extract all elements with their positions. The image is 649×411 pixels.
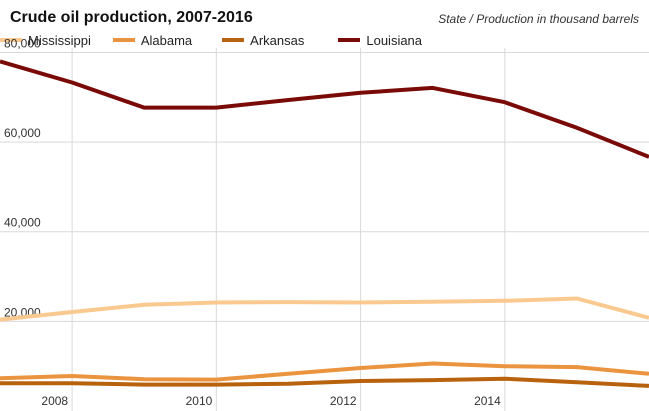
legend-swatch-louisiana bbox=[338, 38, 361, 42]
legend-swatch-alabama bbox=[112, 38, 135, 42]
y-tick-label: 40,000 bbox=[4, 216, 41, 230]
legend-label-arkansas: Arkansas bbox=[250, 32, 305, 48]
legend-label-alabama: Alabama bbox=[140, 32, 193, 48]
chart-title: Crude oil production, 2007-2016 bbox=[10, 9, 253, 26]
legend-item-louisiana[interactable]: Louisiana bbox=[338, 33, 422, 48]
series-line-arkansas bbox=[0, 376, 649, 388]
y-tick-label: 60,000 bbox=[4, 126, 41, 140]
legend-label-louisiana: Louisiana bbox=[366, 32, 423, 48]
x-tick-label: 2014 bbox=[474, 394, 501, 408]
x-tick-label: 2008 bbox=[41, 394, 68, 408]
legend-item-arkansas[interactable]: Arkansas bbox=[222, 33, 304, 48]
series-line-louisiana bbox=[0, 59, 649, 159]
series-line-mississippi bbox=[0, 296, 649, 322]
legend-swatch-mississippi bbox=[0, 38, 22, 42]
legend-label-mississippi: Mississippi bbox=[28, 32, 91, 48]
legend-item-alabama[interactable]: Alabama bbox=[112, 32, 193, 48]
legend-swatch-arkansas bbox=[222, 38, 245, 42]
chart-subtitle: State / Production in thousand barrels bbox=[438, 12, 639, 26]
x-tick-label: 2010 bbox=[186, 394, 213, 408]
legend: Mississippi Alabama Arkansas Louisiana bbox=[0, 32, 434, 48]
legend-item-mississippi[interactable]: Mississippi bbox=[0, 33, 91, 48]
series-line-alabama bbox=[0, 361, 649, 382]
y-tick-label: 80,000 bbox=[4, 36, 41, 50]
x-tick-label: 2012 bbox=[330, 394, 357, 408]
